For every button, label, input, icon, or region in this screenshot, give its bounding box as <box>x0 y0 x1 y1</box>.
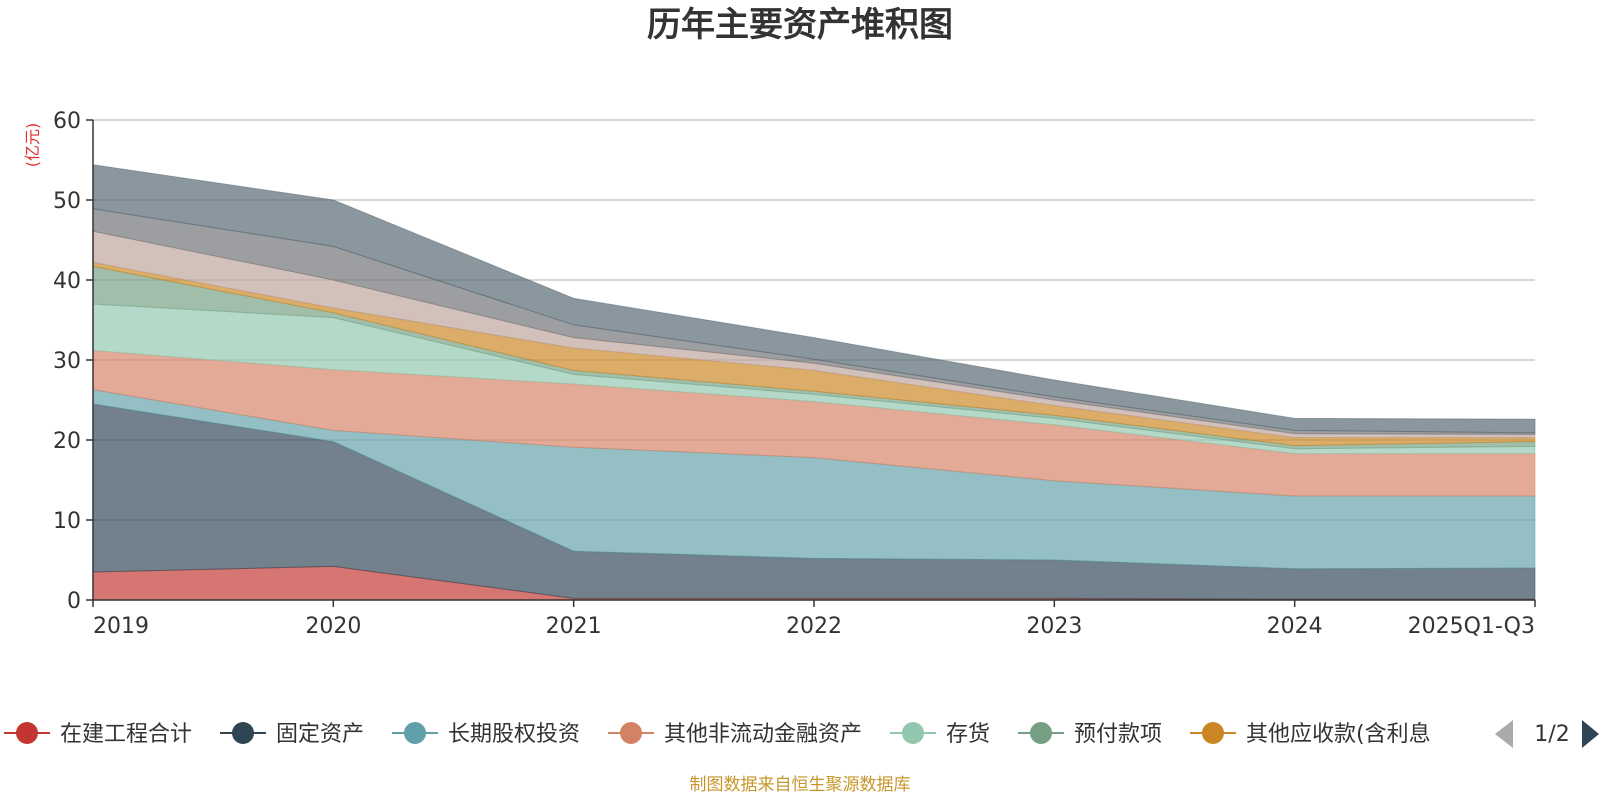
legend-page-indicator: 1/2 <box>1534 722 1569 747</box>
legend-marker <box>232 722 254 744</box>
legend-item[interactable]: 存货 <box>890 722 990 747</box>
area-series <box>92 164 1536 601</box>
area-series-9 <box>92 164 1536 434</box>
legend-label: 其他应收款(含利息 <box>1246 722 1431 747</box>
x-tick-label: 2019 <box>93 614 149 639</box>
y-axis-unit-label: (亿元) <box>23 123 42 168</box>
y-tick-label: 30 <box>53 349 81 374</box>
y-tick-label: 60 <box>53 109 81 134</box>
legend-item[interactable]: 长期股权投资 <box>392 722 580 747</box>
legend-marker <box>902 722 924 744</box>
chart-title: 历年主要资产堆积图 <box>647 5 953 45</box>
x-tick-label: 2020 <box>305 614 361 639</box>
legend-label: 其他非流动金融资产 <box>664 722 862 747</box>
data-source-note: 制图数据来自恒生聚源数据库 <box>690 775 911 795</box>
y-tick-label: 0 <box>67 589 81 614</box>
y-tick-label: 10 <box>53 509 81 534</box>
x-tick-label: 2024 <box>1267 614 1323 639</box>
legend-pager: 1/2 <box>1495 720 1599 748</box>
legend-item[interactable]: 其他应收款(含利息 <box>1190 722 1431 747</box>
y-tick-label: 20 <box>53 429 81 454</box>
y-tick-label: 50 <box>53 189 81 214</box>
legend-item[interactable]: 其他非流动金融资产 <box>608 722 862 747</box>
legend-marker <box>404 722 426 744</box>
axes: 0 10 20 30 40 50 60 2019 2020 2021 2022 2023 2024 202… <box>53 109 1536 639</box>
legend-item[interactable]: 固定资产 <box>220 722 364 747</box>
legend-item[interactable]: 预付款项 <box>1018 722 1162 747</box>
x-tick-label: 2023 <box>1026 614 1082 639</box>
legend-label: 预付款项 <box>1074 722 1162 747</box>
y-tick-label: 40 <box>53 269 81 294</box>
legend-next-arrow-icon[interactable] <box>1582 720 1599 748</box>
legend-marker <box>1202 722 1224 744</box>
x-tick-label: 2025Q1-Q3 <box>1408 614 1535 639</box>
legend-label: 在建工程合计 <box>60 722 192 747</box>
legend-marker <box>1030 722 1052 744</box>
legend-marker <box>16 722 38 744</box>
x-tick-label: 2022 <box>786 614 842 639</box>
legend-marker <box>620 722 642 744</box>
legend-prev-arrow-icon[interactable] <box>1495 720 1513 748</box>
legend: 在建工程合计 固定资产 长期股权投资 其他非流动金融资产 存货 预付款项 其他应收款(含利息… <box>4 720 1599 748</box>
legend-label: 固定资产 <box>276 722 364 747</box>
legend-label: 长期股权投资 <box>448 722 580 747</box>
x-tick-label: 2021 <box>546 614 602 639</box>
legend-label: 存货 <box>946 722 990 747</box>
legend-item[interactable]: 在建工程合计 <box>4 722 192 747</box>
